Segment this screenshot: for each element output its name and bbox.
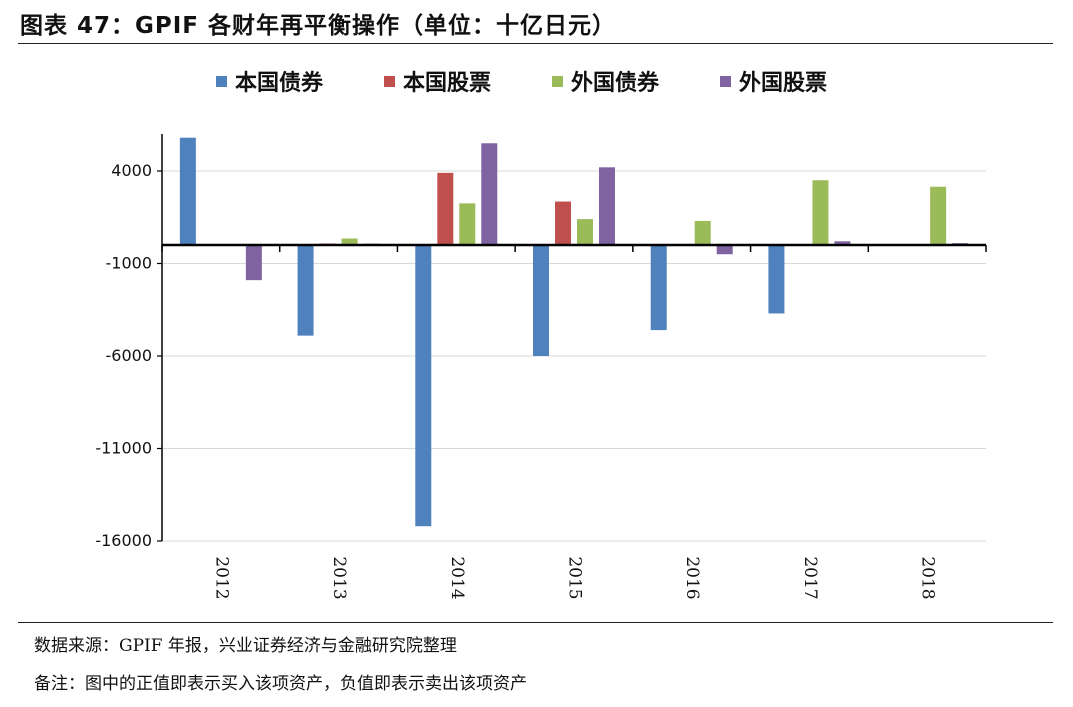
legend-label: 本国股票 [403, 71, 491, 96]
remark-note: 备注：图中的正值即表示买入该项资产，负值即表示卖出该项资产 [34, 674, 527, 694]
bars [179, 137, 969, 527]
bar-2014-2 [437, 172, 454, 245]
bar-2015-4 [599, 167, 615, 245]
bar-2015-1 [533, 245, 549, 356]
bar-2012-4 [245, 245, 262, 281]
x-category-label: 2014 [447, 556, 467, 599]
bar-2017-4 [834, 241, 851, 245]
bar-2017-3 [812, 180, 829, 245]
legend-swatch [384, 76, 395, 87]
bar-2016-4 [716, 245, 733, 255]
bar-2013-3 [341, 238, 358, 245]
source-note: 数据来源：GPIF 年报，兴业证券经济与金融研究院整理 [34, 636, 457, 656]
legend-swatch [552, 76, 563, 87]
x-category-label: 2017 [800, 556, 820, 599]
bar-2014-1 [415, 245, 432, 527]
y-tick-label: -1000 [106, 254, 153, 273]
legend-label: 本国债券 [235, 70, 324, 96]
x-category-label: 2015 [565, 556, 585, 599]
axes [157, 134, 987, 542]
x-category-label: 2018 [918, 556, 938, 599]
footer-rule [18, 622, 1053, 623]
legend-label: 外国股票 [739, 70, 827, 96]
bar-2018-3 [930, 186, 947, 245]
bar-2015-2 [555, 201, 571, 245]
bar-2016-3 [694, 220, 711, 245]
x-category-label: 2013 [329, 556, 349, 599]
bar-2016-1 [650, 245, 667, 331]
legend-swatch [216, 76, 227, 87]
x-category-labels: 2012 2013 2014 2015 2016 2017 2018 [211, 556, 937, 599]
chart-legend: 本国债券 本国股票 外国债券 外国股票 [216, 70, 827, 96]
title-rule [18, 43, 1053, 44]
bar-2014-4 [481, 143, 498, 245]
bar-2014-3 [459, 203, 476, 245]
legend-swatch [720, 76, 731, 87]
y-tick-label: -16000 [95, 531, 152, 550]
y-tick-labels: 4000 -1000 -6000 -11000 -16000 [95, 161, 152, 550]
bar-2017-1 [768, 245, 785, 314]
x-category-label: 2016 [682, 556, 702, 599]
x-category-label: 2012 [211, 556, 231, 599]
bar-2013-1 [297, 245, 314, 336]
bar-chart: 本国债券 本国股票 外国债券 外国股票 4000 -1000 -6000 -11000 -16… [95, 70, 987, 600]
y-tick-label: -11000 [95, 439, 152, 458]
y-tick-label: 4000 [111, 161, 152, 180]
bar-2015-3 [577, 219, 593, 245]
legend-label: 外国债券 [571, 70, 660, 96]
figure-title: 图表 47：GPIF 各财年再平衡操作（单位：十亿日元） [20, 13, 617, 39]
grid-lines [162, 170, 986, 542]
y-tick-label: -6000 [106, 346, 153, 365]
bar-2012-1 [179, 137, 196, 245]
